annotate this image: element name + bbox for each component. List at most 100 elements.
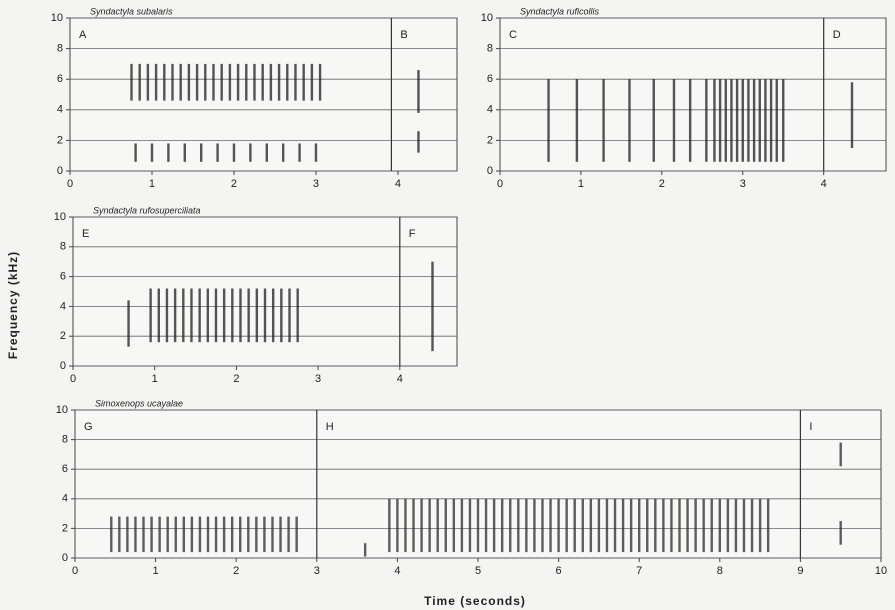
note — [188, 64, 190, 101]
panel-label: G — [84, 421, 93, 433]
note — [237, 64, 239, 101]
note — [719, 499, 721, 552]
note — [638, 499, 640, 552]
note — [547, 79, 549, 162]
note — [725, 79, 727, 162]
note — [614, 499, 616, 552]
note — [247, 289, 249, 343]
note — [727, 499, 729, 552]
note — [678, 499, 680, 552]
panel-label: F — [409, 228, 416, 240]
note — [662, 499, 664, 552]
note — [404, 499, 406, 552]
note — [264, 289, 266, 343]
note — [282, 143, 284, 161]
note — [630, 499, 632, 552]
note — [216, 143, 218, 161]
note — [138, 64, 140, 101]
note — [576, 79, 578, 162]
note — [199, 517, 201, 553]
note — [247, 517, 249, 553]
chart-title: Syndactyla subalaris — [90, 6, 173, 16]
note — [151, 143, 153, 161]
note — [171, 64, 173, 101]
x-tick-label: 2 — [659, 178, 665, 190]
note — [541, 499, 543, 552]
note — [253, 64, 255, 101]
note — [255, 517, 257, 553]
note — [155, 64, 157, 101]
note — [565, 499, 567, 552]
note — [501, 499, 503, 552]
note — [272, 289, 274, 343]
x-tick-label: 1 — [578, 178, 584, 190]
panel-label: C — [509, 29, 517, 41]
note — [147, 64, 149, 101]
note — [582, 499, 584, 552]
note — [174, 289, 176, 343]
x-tick-label: 1 — [149, 178, 155, 190]
x-tick-label: 0 — [67, 178, 73, 190]
note — [220, 64, 222, 101]
note — [142, 517, 144, 553]
note — [702, 499, 704, 552]
x-tick-label: 3 — [314, 565, 320, 577]
y-tick-label: 6 — [60, 271, 66, 283]
note — [163, 64, 165, 101]
y-tick-label: 10 — [56, 404, 68, 416]
x-axis-label: Time (seconds) — [424, 594, 526, 608]
x-tick-label: 0 — [72, 565, 78, 577]
note — [311, 64, 313, 101]
y-tick-label: 4 — [57, 104, 63, 116]
note — [417, 131, 419, 152]
note — [713, 79, 715, 162]
note — [776, 79, 778, 162]
note — [549, 499, 551, 552]
note — [743, 499, 745, 552]
note — [130, 64, 132, 101]
note — [719, 79, 721, 162]
note — [388, 499, 390, 552]
x-tick-label: 8 — [717, 565, 723, 577]
note — [200, 143, 202, 161]
x-tick-label: 3 — [313, 178, 319, 190]
note — [166, 517, 168, 553]
note — [278, 64, 280, 101]
note — [166, 289, 168, 343]
y-tick-label: 6 — [62, 463, 68, 475]
x-tick-label: 2 — [231, 178, 237, 190]
y-tick-label: 0 — [57, 165, 63, 177]
y-tick-label: 8 — [487, 43, 493, 55]
note — [231, 289, 233, 343]
note — [249, 143, 251, 161]
x-tick-label: 1 — [152, 373, 158, 385]
note — [266, 143, 268, 161]
note — [196, 64, 198, 101]
note — [628, 79, 630, 162]
note — [245, 64, 247, 101]
note — [417, 70, 419, 113]
note — [126, 517, 128, 553]
note — [279, 517, 281, 553]
note — [191, 517, 193, 553]
x-tick-label: 1 — [153, 565, 159, 577]
note — [742, 79, 744, 162]
note — [239, 289, 241, 343]
chart-title: Syndactyla rufosuperciliata — [93, 205, 201, 215]
note — [735, 499, 737, 552]
note — [412, 499, 414, 552]
panel-label: D — [833, 29, 841, 41]
note — [256, 289, 258, 343]
note — [212, 64, 214, 101]
note — [229, 64, 231, 101]
note — [606, 499, 608, 552]
note — [485, 499, 487, 552]
note — [525, 499, 527, 552]
y-tick-label: 8 — [57, 43, 63, 55]
y-tick-label: 8 — [60, 241, 66, 253]
note — [736, 79, 738, 162]
note — [574, 499, 576, 552]
note — [149, 289, 151, 343]
panel-label: I — [809, 421, 812, 433]
note — [453, 499, 455, 552]
